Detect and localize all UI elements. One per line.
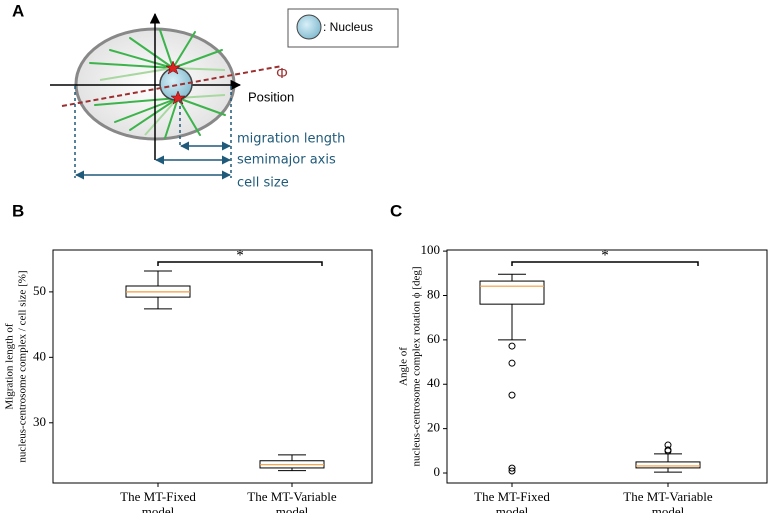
x-tick-label: model — [276, 504, 309, 513]
y-tick-label: 100 — [421, 242, 441, 257]
box — [635, 461, 701, 469]
outlier — [508, 391, 516, 399]
x-tick-label: The MT-Fixed — [474, 489, 550, 504]
y-tick-label: 40 — [427, 375, 440, 390]
y-tick-label: 30 — [33, 414, 46, 429]
outlier — [508, 467, 516, 475]
x-tick-label: model — [652, 504, 685, 513]
measure-label: migration length — [237, 132, 345, 147]
outlier — [508, 359, 516, 367]
outlier — [664, 441, 672, 449]
x-tick-label: The MT-Variable — [247, 489, 337, 504]
annotation: * — [601, 247, 609, 263]
panel-label: B — [12, 201, 24, 220]
box — [479, 280, 545, 305]
measure-label: semimajor axis — [237, 153, 336, 168]
outlier — [664, 446, 672, 454]
axis-label: Position — [248, 89, 294, 104]
panel-label: C — [390, 201, 402, 220]
x-tick-label: model — [496, 504, 529, 513]
legend-label: : Nucleus — [323, 20, 373, 34]
outlier — [508, 464, 516, 472]
significance-bracket — [157, 261, 323, 266]
y-axis-label: Angle of — [398, 347, 410, 386]
x-tick-label: The MT-Variable — [623, 489, 713, 504]
y-tick-label: 40 — [33, 348, 46, 363]
y-axis-label: nucleus-centrosome complex rotation ϕ [d… — [411, 266, 423, 466]
cell-diagram: Φ Position migration length semimajor ax… — [50, 8, 399, 191]
plot-frame — [446, 249, 768, 484]
y-tick-label: 50 — [33, 283, 46, 298]
measure-label: cell size — [237, 176, 289, 191]
y-axis-label: nucleus-centrosome complex / cell size [… — [17, 270, 29, 462]
panel-label: A — [12, 1, 24, 20]
angle-label: Φ — [276, 65, 288, 82]
outlier — [508, 342, 516, 350]
y-tick-label: 0 — [434, 464, 441, 479]
y-tick-label: 60 — [427, 331, 440, 346]
y-tick-label: 20 — [427, 420, 440, 435]
y-axis-label: Migration length of — [4, 323, 16, 409]
plot-frame — [52, 249, 373, 484]
annotation: * — [236, 247, 244, 263]
y-tick-label: 80 — [427, 286, 440, 301]
x-tick-label: The MT-Fixed — [120, 489, 196, 504]
significance-bracket — [511, 261, 699, 266]
x-tick-label: model — [142, 504, 175, 513]
